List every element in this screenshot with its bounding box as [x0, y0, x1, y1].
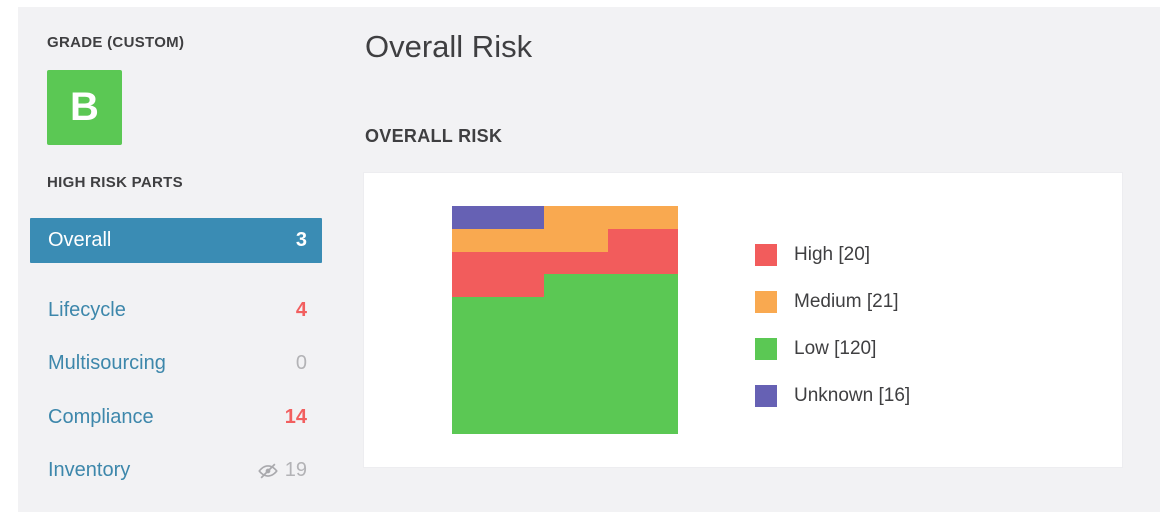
- legend-label: Medium [21]: [794, 291, 899, 312]
- sidebar-item-overall[interactable]: Overall 3: [30, 218, 322, 263]
- sidebar-item-label: Compliance: [48, 406, 154, 428]
- treemap-segment-low[interactable]: [452, 297, 678, 434]
- treemap-segment-medium[interactable]: [543, 206, 678, 230]
- legend-label: Unknown [16]: [794, 385, 911, 406]
- treemap-segment-low[interactable]: [543, 274, 678, 298]
- legend-label: High [20]: [794, 244, 871, 265]
- treemap-segment-unknown[interactable]: [452, 206, 544, 230]
- sidebar-item-count: 19: [284, 459, 307, 481]
- sidebar-item-count: 4: [295, 299, 307, 321]
- treemap-segment-high[interactable]: [452, 274, 544, 298]
- sidebar-item-label: Lifecycle: [48, 299, 126, 321]
- legend-swatch: [755, 291, 777, 313]
- sidebar-item-count: 0: [295, 352, 307, 374]
- risk-treemap-chart: [452, 206, 678, 434]
- overall-risk-card: High [20] Medium [21] Low [120] Unknown [16…: [363, 172, 1123, 468]
- sidebar-item-label: Overall: [48, 229, 112, 251]
- sidebar-item-lifecycle[interactable]: Lifecycle 4: [30, 288, 322, 333]
- sidebar-item-label: Multisourcing: [48, 352, 166, 374]
- treemap-segment-high[interactable]: [452, 251, 678, 275]
- chart-section-title: OVERALL RISK: [365, 126, 503, 146]
- treemap-segment-medium[interactable]: [452, 229, 608, 252]
- treemap-segment-high[interactable]: [607, 229, 678, 252]
- high-risk-parts-label: HIGH RISK PARTS: [47, 174, 183, 191]
- page-title: Overall Risk: [365, 29, 533, 64]
- legend-swatch: [755, 338, 777, 360]
- legend-item-low[interactable]: Low [120]: [755, 338, 910, 360]
- grade-section-label: GRADE (CUSTOM): [47, 34, 185, 51]
- sidebar-item-label: Inventory: [48, 459, 131, 481]
- sidebar-item-count: 14: [284, 406, 307, 428]
- legend-swatch: [755, 385, 777, 407]
- legend-swatch: [755, 244, 777, 266]
- legend-item-unknown[interactable]: Unknown [16]: [755, 385, 910, 407]
- legend-item-medium[interactable]: Medium [21]: [755, 291, 910, 313]
- eye-slash-icon: [257, 460, 279, 482]
- chart-legend: High [20] Medium [21] Low [120] Unknown [16…: [755, 244, 910, 407]
- sidebar-item-inventory[interactable]: Inventory 19: [30, 448, 322, 493]
- legend-label: Low [120]: [794, 338, 877, 359]
- dashboard-panel: GRADE (CUSTOM) B HIGH RISK PARTS Overall…: [18, 7, 1160, 512]
- grade-badge: B: [47, 70, 122, 145]
- sidebar-item-compliance[interactable]: Compliance 14: [30, 395, 322, 440]
- sidebar-item-count-wrap: 19: [257, 459, 307, 482]
- legend-item-high[interactable]: High [20]: [755, 244, 910, 266]
- sidebar-item-count: 3: [295, 229, 307, 251]
- sidebar-item-multisourcing[interactable]: Multisourcing 0: [30, 341, 322, 386]
